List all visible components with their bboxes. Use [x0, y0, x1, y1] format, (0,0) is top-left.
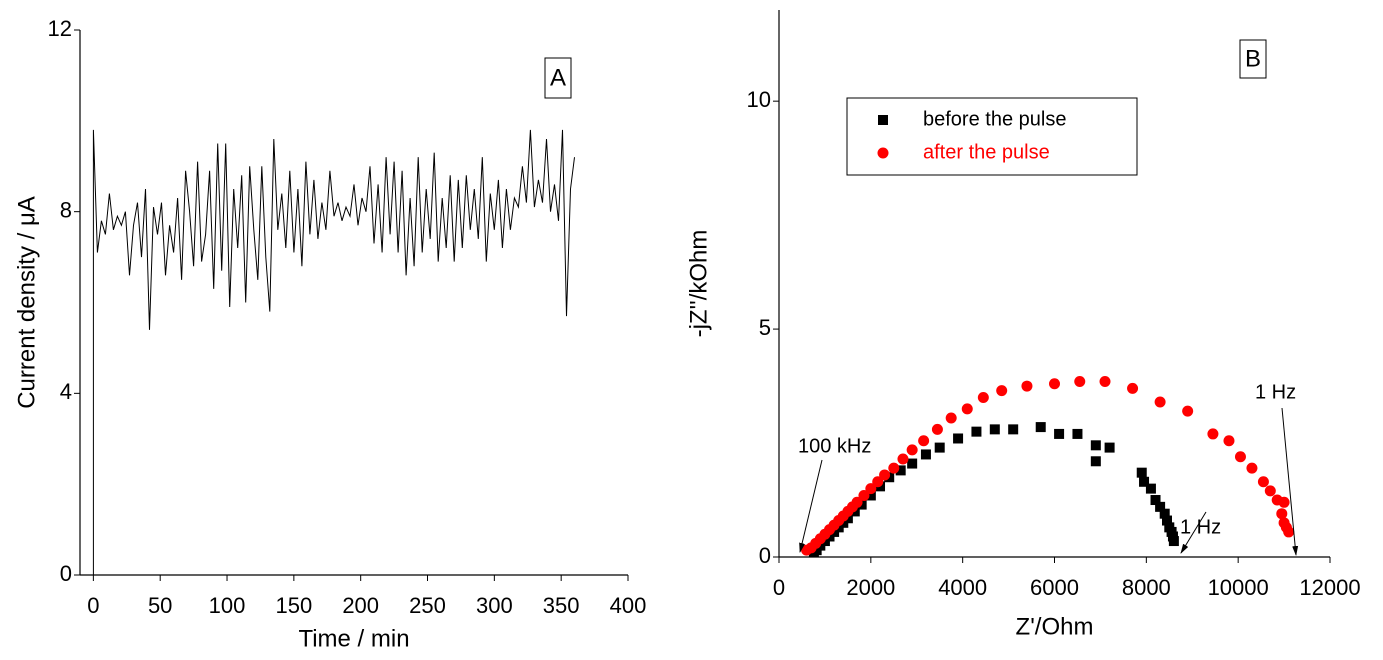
panel-label: B — [1245, 45, 1261, 72]
panel-label-box — [544, 57, 572, 99]
data-point — [945, 412, 957, 424]
data-point — [895, 465, 906, 476]
annotation: 100 kHz — [798, 435, 871, 457]
legend-marker — [878, 115, 888, 125]
data-point — [1276, 508, 1288, 520]
y-tick-label: 12 — [48, 16, 72, 41]
data-point — [872, 476, 884, 488]
data-point — [934, 442, 945, 453]
data-point — [1049, 378, 1060, 390]
annotation-arrow — [799, 459, 823, 553]
data-point — [1257, 476, 1269, 488]
y-axis-title: -jZ''/kOhm — [685, 230, 712, 338]
data-point — [961, 403, 973, 415]
data-point — [977, 391, 989, 403]
y-tick-label: 10 — [747, 87, 771, 112]
data-point — [888, 462, 900, 474]
y-tick-label: 8 — [60, 197, 72, 222]
data-point — [989, 424, 1000, 435]
legend-label: after the pulse — [923, 141, 1050, 163]
data-point — [1246, 462, 1258, 474]
x-tick-label: 2000 — [846, 575, 895, 600]
data-point — [1278, 496, 1290, 508]
data-point — [953, 433, 964, 444]
data-line — [92, 129, 575, 575]
data-point — [971, 426, 982, 437]
data-point — [920, 449, 931, 460]
x-tick-label: 350 — [543, 593, 580, 618]
annotation: 1 Hz — [1180, 516, 1221, 538]
data-point — [865, 490, 876, 501]
data-point — [1035, 422, 1046, 433]
y-tick-label: 4 — [60, 379, 72, 404]
data-point — [906, 444, 918, 456]
data-point — [1104, 442, 1115, 453]
data-point — [897, 453, 909, 465]
x-tick-label: 8000 — [1122, 575, 1171, 600]
x-axis-title: Z'/Ohm — [1016, 613, 1094, 640]
data-point — [1283, 526, 1295, 538]
x-tick-label: 300 — [476, 593, 513, 618]
annotation-arrow — [1180, 511, 1207, 554]
data-point — [1008, 424, 1019, 435]
data-point — [1159, 508, 1170, 519]
x-tick-label: 400 — [610, 593, 647, 618]
data-point — [1072, 428, 1083, 439]
data-point — [907, 458, 918, 469]
x-axis-title: Time / min — [298, 625, 409, 652]
x-tick-label: 200 — [342, 593, 379, 618]
data-point — [1099, 376, 1111, 388]
data-point — [1207, 428, 1219, 440]
x-tick-label: 150 — [275, 593, 312, 618]
data-point — [1223, 435, 1235, 447]
data-point — [1136, 467, 1147, 478]
annotation-arrow — [1281, 407, 1299, 556]
data-point — [1090, 456, 1101, 467]
panel-label-box — [1239, 39, 1267, 79]
y-axis-title: Current density / μA — [13, 196, 40, 409]
data-point — [1155, 501, 1166, 512]
data-point — [851, 496, 863, 508]
data-point — [1145, 483, 1156, 494]
x-tick-label: 100 — [209, 593, 246, 618]
x-tick-label: 12000 — [1299, 575, 1360, 600]
data-point — [931, 423, 943, 435]
x-tick-label: 10000 — [1208, 575, 1269, 600]
data-point — [1168, 536, 1179, 547]
x-tick-label: 6000 — [1030, 575, 1079, 600]
legend-marker — [877, 147, 889, 159]
x-tick-label: 50 — [148, 593, 172, 618]
legend-label: before the pulse — [923, 108, 1066, 130]
data-point — [1054, 428, 1065, 439]
x-tick-label: 0 — [773, 575, 785, 600]
y-tick-label: 5 — [759, 315, 771, 340]
data-point — [1182, 405, 1194, 417]
data-point — [1090, 440, 1101, 451]
y-tick-label: 0 — [60, 561, 72, 586]
x-tick-label: 0 — [87, 593, 99, 618]
data-point — [1127, 382, 1139, 394]
panel-label: A — [550, 64, 566, 91]
legend-box — [846, 97, 1138, 176]
data-point — [1021, 380, 1033, 392]
data-point — [1234, 451, 1246, 463]
x-tick-label: 4000 — [938, 575, 987, 600]
data-point — [1139, 476, 1150, 487]
annotation: 1 Hz — [1255, 381, 1296, 403]
data-point — [1161, 515, 1172, 526]
data-point — [918, 435, 930, 447]
data-point — [1150, 495, 1161, 506]
data-point — [1264, 485, 1276, 497]
data-point — [1074, 376, 1086, 388]
data-point — [865, 483, 877, 495]
data-point — [1154, 396, 1166, 408]
y-tick-label: 0 — [759, 543, 771, 568]
data-point — [879, 469, 891, 481]
data-point — [858, 489, 870, 501]
data-point — [996, 385, 1008, 397]
x-tick-label: 250 — [409, 593, 446, 618]
